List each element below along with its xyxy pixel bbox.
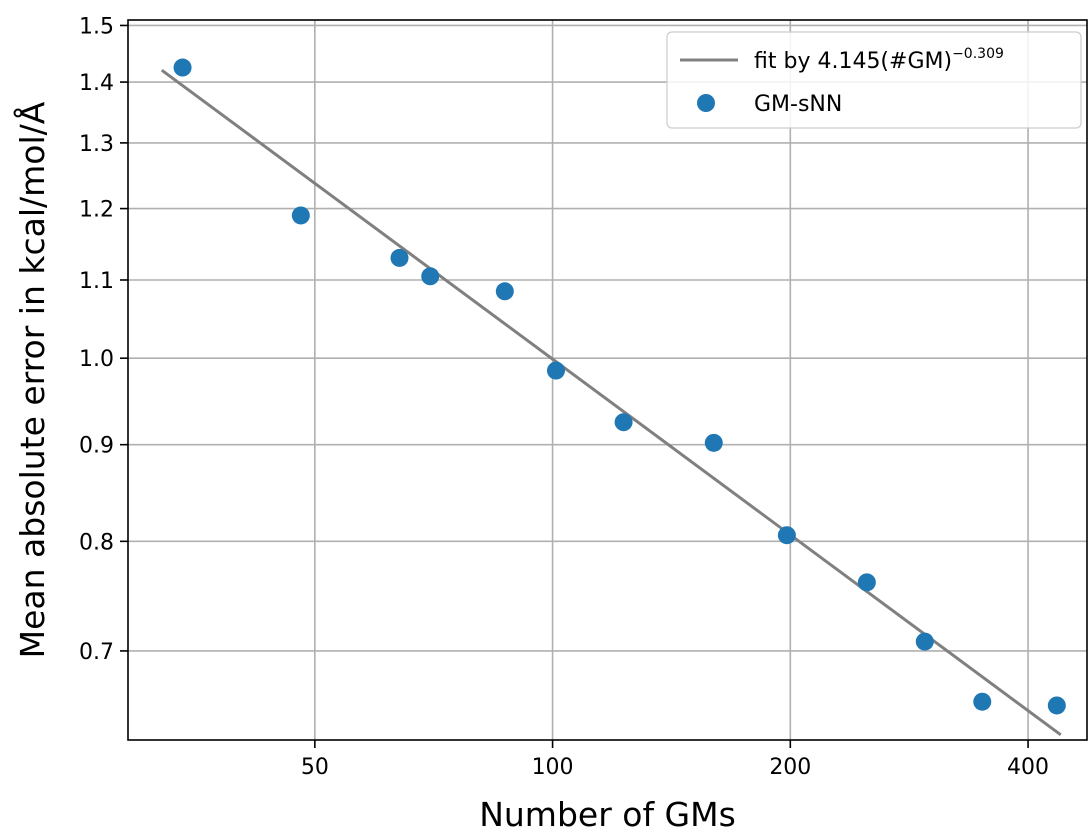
y-tick-label: 1.3: [79, 132, 114, 157]
axis-ticks: 50 100 200 400 0.7 0.8 0.9 1.0 1.1 1.2 1.3 1.4 1.5: [79, 14, 1049, 780]
y-tick-label: 0.9: [79, 434, 114, 459]
legend-fit-base: fit by 4.145(#GM): [754, 49, 952, 74]
x-tick-label: 400: [1007, 755, 1049, 780]
data-point: [174, 59, 192, 77]
data-point: [391, 249, 409, 267]
data-point: [292, 206, 310, 224]
data-point: [705, 434, 723, 452]
data-point: [916, 633, 934, 651]
y-axis-label: Mean absolute error in kcal/mol/Å: [12, 101, 52, 658]
y-tick-label: 1.1: [79, 269, 114, 294]
legend-box: [667, 32, 1081, 128]
y-tick-label: 1.5: [79, 14, 114, 39]
y-tick-label: 1.2: [79, 198, 114, 223]
data-point: [973, 693, 991, 711]
data-point: [547, 362, 565, 380]
y-tick-label: 1.4: [79, 71, 114, 96]
y-tick-label: 0.7: [79, 640, 114, 665]
y-tick-label: 1.0: [79, 347, 114, 372]
data-point: [858, 573, 876, 591]
x-tick-label: 100: [532, 755, 574, 780]
x-axis-label: Number of GMs: [479, 795, 736, 829]
x-tick-label: 200: [769, 755, 811, 780]
legend: fit by 4.145(#GM)−0.309 GM-sNN: [667, 32, 1081, 128]
data-point: [1048, 696, 1066, 714]
legend-series-label: GM-sNN: [754, 92, 842, 117]
x-tick-label: 50: [301, 755, 329, 780]
data-point: [421, 267, 439, 285]
data-point: [615, 413, 633, 431]
legend-fit-exponent: −0.309: [952, 46, 1004, 62]
y-tick-label: 0.8: [79, 530, 114, 555]
data-point: [778, 526, 796, 544]
data-points: [174, 59, 1066, 715]
data-point: [496, 282, 514, 300]
legend-point-swatch: [697, 94, 715, 112]
